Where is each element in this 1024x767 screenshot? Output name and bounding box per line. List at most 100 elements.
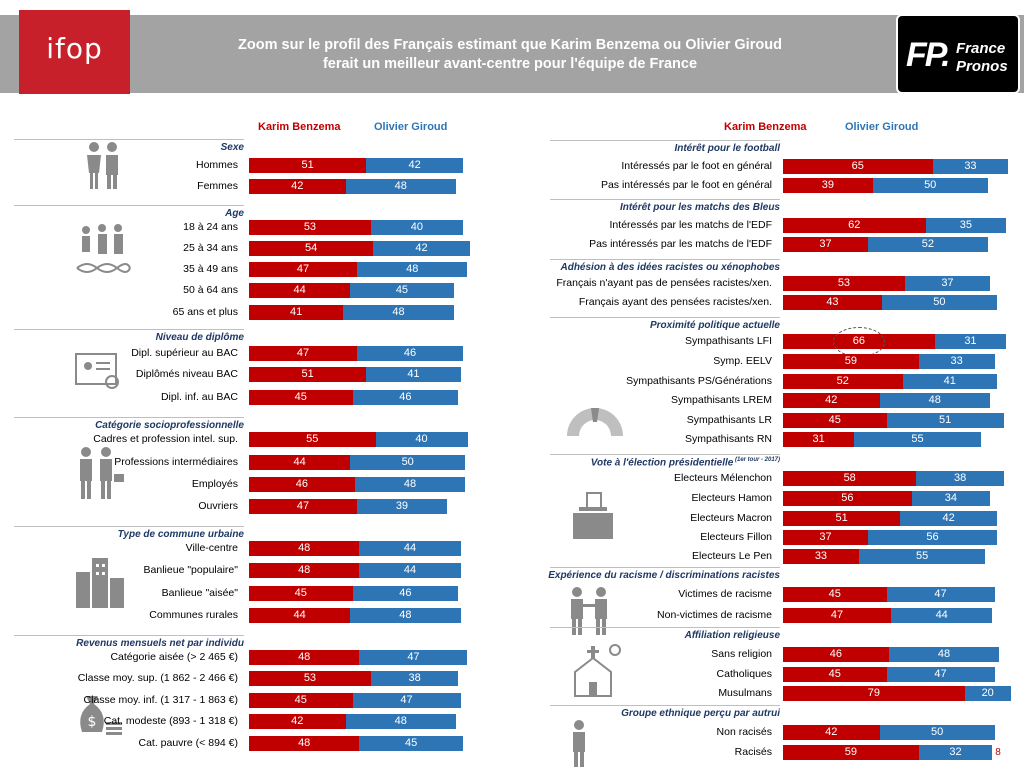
bar-giroud: 48: [879, 393, 990, 408]
bar-category-label: Symp. EELV: [713, 355, 772, 367]
bar-benzema: 47: [249, 499, 358, 514]
bar-benzema: 37: [783, 237, 869, 252]
people-pointing-icon: [571, 587, 607, 635]
bar-benzema: 33: [783, 549, 859, 564]
person-icon: [573, 720, 585, 767]
series-label-giroud-right: Olivier Giroud: [845, 121, 919, 133]
bar-giroud: 52: [868, 237, 988, 252]
bar-benzema: 47: [783, 608, 892, 623]
bar-giroud: 48: [350, 608, 461, 623]
bar-giroud: 48: [345, 714, 456, 729]
bar-giroud: 47: [352, 693, 461, 708]
bar-benzema: 37: [783, 530, 869, 545]
money-bag-icon: $: [80, 696, 122, 735]
section-title-left-4: Type de commune urbaine: [117, 529, 244, 540]
series-label-giroud-left: Olivier Giroud: [374, 121, 448, 133]
section-rule-right-2: [550, 259, 780, 260]
bar-benzema: 44: [249, 455, 351, 470]
bar-benzema: 46: [249, 477, 355, 492]
series-label-benzema-right: Karim Benzema: [724, 121, 807, 133]
bar-category-label: Diplômés niveau BAC: [135, 368, 238, 380]
bar-category-label: Banlieue "aisée": [161, 587, 238, 599]
bar-category-label: 35 à 49 ans: [183, 263, 238, 275]
bar-benzema: 46: [783, 647, 889, 662]
bar-benzema: 45: [783, 587, 887, 602]
bar-benzema: 44: [249, 608, 351, 623]
ifop-logo: ifop: [19, 10, 130, 94]
bar-category-label: Catholiques: [716, 668, 772, 680]
bar-giroud: 38: [370, 671, 459, 686]
bar-giroud: 44: [359, 541, 461, 556]
svg-text:$: $: [88, 714, 97, 730]
section-title-right-3: Proximité politique actuelle: [649, 320, 780, 331]
bar-benzema: 47: [249, 346, 358, 361]
bar-category-label: Classe moy. inf. (1 317 - 1 863 €): [83, 694, 238, 706]
bar-benzema: 65: [783, 159, 933, 174]
section-title-left-1: Age: [225, 208, 244, 219]
page-title-line-1: Zoom sur le profil des Français estimant…: [238, 37, 782, 53]
bar-benzema: 47: [249, 262, 358, 277]
bar-benzema: 45: [783, 667, 887, 682]
bar-giroud: 35: [925, 218, 1007, 233]
bar-giroud: 20: [964, 686, 1011, 701]
bar-giroud: 37: [904, 276, 990, 291]
bar-giroud: 47: [359, 650, 468, 665]
bar-category-label: Sympathisants LFI: [685, 335, 772, 347]
section-title-right-7: Groupe ethnique perçu par autrui: [621, 708, 780, 719]
section-title-right-2: Adhésion à des idées racistes ou xénopho…: [560, 262, 780, 273]
bar-category-label: 25 à 34 ans: [183, 242, 238, 254]
bar-category-label: Ville-centre: [185, 542, 238, 554]
bar-benzema: 44: [249, 283, 351, 298]
diploma-icon: [75, 353, 119, 389]
bar-giroud: 38: [916, 471, 1004, 486]
bar-benzema: 43: [783, 295, 882, 310]
bar-category-label: Communes rurales: [149, 609, 238, 621]
bar-giroud: 50: [881, 295, 997, 310]
bar-giroud: 32: [918, 745, 993, 760]
bar-category-label: Catégorie aisée (> 2 465 €): [110, 651, 238, 663]
bar-category-label: Electeurs Mélenchon: [673, 472, 772, 484]
bar-giroud: 56: [868, 530, 997, 545]
bar-giroud: 55: [858, 549, 986, 564]
bar-giroud: 33: [918, 354, 995, 369]
section-title-left-0: Sexe: [220, 142, 244, 153]
bar-giroud: 55: [854, 432, 981, 447]
bar-category-label: Cat. pauvre (< 894 €): [138, 737, 238, 749]
bar-category-label: Classe moy. sup. (1 862 - 2 466 €): [77, 672, 238, 684]
ballot-box-icon: [573, 492, 613, 539]
france-pronos-logo-mark: FP.: [906, 36, 950, 74]
bar-giroud: 41: [366, 367, 461, 382]
bar-benzema: 59: [783, 354, 919, 369]
bar-category-label: Professions intermédiaires: [114, 456, 238, 468]
bar-category-label: Employés: [191, 478, 238, 490]
bar-benzema: 48: [249, 650, 360, 665]
section-rule-left-3: [14, 417, 244, 418]
buildings-icon: [76, 558, 124, 608]
section-title-right-4: Vote à l'élection présidentielle (1er to…: [590, 457, 780, 469]
bar-category-label: Musulmans: [718, 687, 772, 699]
bar-category-label: Femmes: [197, 180, 238, 192]
bar-benzema: 53: [783, 276, 905, 291]
bar-rest-label: 8: [995, 747, 1001, 758]
section-title-left-5: Revenus mensuels net par individu: [76, 638, 244, 649]
bar-category-label: Cadres et profession intel. sup.: [93, 433, 238, 445]
bar-giroud: 33: [932, 159, 1009, 174]
bar-category-label: 18 à 24 ans: [183, 221, 238, 233]
bar-category-label: Intéressés par le foot en général: [621, 160, 772, 172]
bar-benzema: 55: [249, 432, 376, 447]
bar-giroud: 47: [886, 587, 995, 602]
bar-benzema: 59: [783, 745, 919, 760]
bar-benzema: 53: [249, 220, 371, 235]
bar-category-label: Non-victimes de racisme: [657, 609, 772, 621]
hemicycle-icon: [567, 408, 623, 436]
bar-category-label: Non racisés: [716, 726, 772, 738]
bar-category-label: Electeurs Le Pen: [692, 550, 772, 562]
bar-benzema: 51: [249, 158, 367, 173]
series-label-benzema-left: Karim Benzema: [258, 121, 341, 133]
bar-category-label: Sympathisants RN: [685, 433, 772, 445]
bar-giroud: 46: [352, 586, 459, 601]
bar-benzema: 48: [249, 541, 360, 556]
section-title-right-1: Intérêt pour les matchs des Bleus: [619, 202, 780, 213]
bar-giroud: 44: [359, 563, 461, 578]
section-rule-right-6: [550, 627, 780, 628]
